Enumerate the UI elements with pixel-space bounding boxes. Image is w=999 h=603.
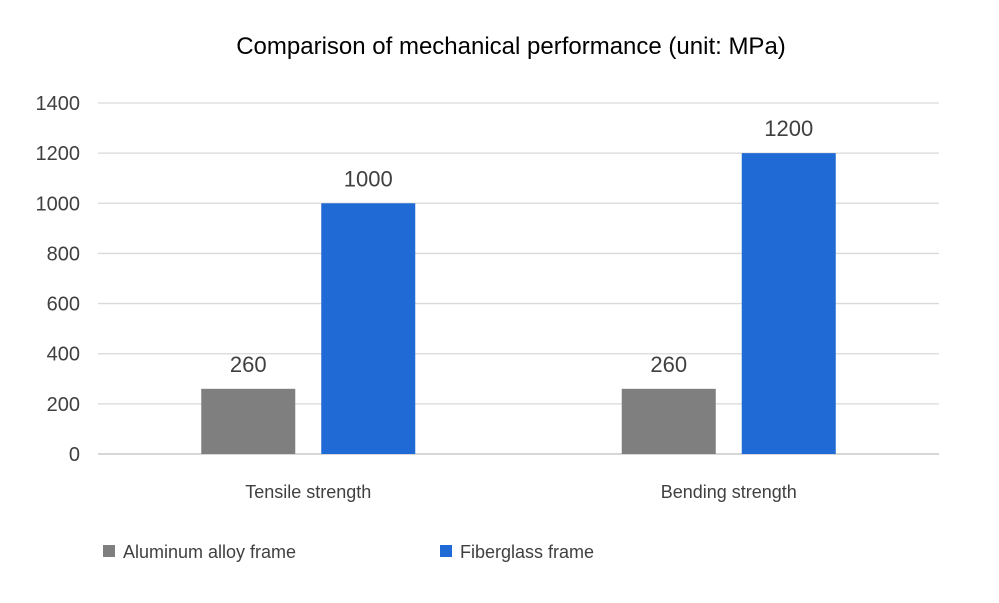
y-tick-label: 200 — [47, 394, 80, 416]
data-label: 1000 — [344, 166, 393, 191]
y-tick-label: 1000 — [36, 193, 81, 215]
legend-label: Aluminum alloy frame — [123, 542, 296, 562]
legend: Aluminum alloy frame Fiberglass frame — [103, 542, 594, 562]
y-tick-label: 1400 — [36, 93, 81, 115]
legend-swatch — [103, 545, 115, 557]
y-tick-label: 1200 — [36, 143, 81, 165]
x-axis-ticks: Tensile strength Bending strength — [245, 482, 797, 502]
data-labels: 260 1000 260 1200 — [230, 116, 813, 377]
y-tick-label: 400 — [47, 344, 80, 366]
y-tick-label: 0 — [69, 444, 80, 466]
bar — [741, 153, 836, 454]
chart-title: Comparison of mechanical performance (un… — [236, 33, 786, 60]
bar — [201, 388, 296, 454]
data-label: 1200 — [764, 116, 813, 141]
data-label: 260 — [230, 352, 267, 377]
y-axis-ticks: 0 200 400 600 800 1000 1200 1400 — [36, 93, 81, 466]
x-tick-label: Bending strength — [661, 482, 797, 502]
legend-swatch — [440, 545, 452, 557]
data-label: 260 — [650, 352, 687, 377]
x-tick-label: Tensile strength — [245, 482, 371, 502]
bar — [321, 203, 416, 454]
legend-label: Fiberglass frame — [460, 542, 594, 562]
bar — [621, 388, 716, 454]
bars — [201, 153, 836, 454]
y-tick-label: 800 — [47, 243, 80, 265]
y-tick-label: 600 — [47, 294, 80, 316]
